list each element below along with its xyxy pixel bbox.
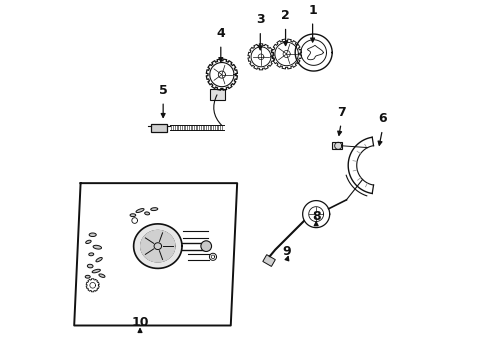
Text: 8: 8 [312, 210, 320, 223]
Text: 7: 7 [337, 106, 345, 119]
Polygon shape [134, 224, 182, 269]
Ellipse shape [136, 208, 144, 212]
Ellipse shape [151, 208, 158, 211]
Bar [210, 89, 225, 99]
Polygon shape [141, 230, 175, 262]
Text: 6: 6 [378, 112, 387, 125]
Ellipse shape [89, 253, 94, 256]
Circle shape [201, 241, 212, 252]
Bar [151, 124, 167, 131]
Text: 3: 3 [256, 13, 265, 26]
Text: 9: 9 [282, 244, 291, 257]
Text: 4: 4 [217, 27, 225, 40]
Ellipse shape [93, 245, 101, 249]
Text: 1: 1 [308, 4, 317, 17]
Text: 10: 10 [131, 316, 149, 329]
Text: 5: 5 [159, 84, 168, 97]
Ellipse shape [86, 240, 91, 243]
Ellipse shape [99, 274, 105, 278]
Ellipse shape [130, 214, 136, 217]
Ellipse shape [92, 269, 100, 273]
Ellipse shape [89, 233, 96, 237]
Bar [332, 142, 342, 149]
Ellipse shape [87, 264, 93, 268]
Text: 2: 2 [281, 9, 290, 22]
Ellipse shape [145, 212, 149, 215]
Ellipse shape [96, 257, 102, 262]
Bar [263, 255, 275, 266]
Ellipse shape [85, 275, 90, 278]
